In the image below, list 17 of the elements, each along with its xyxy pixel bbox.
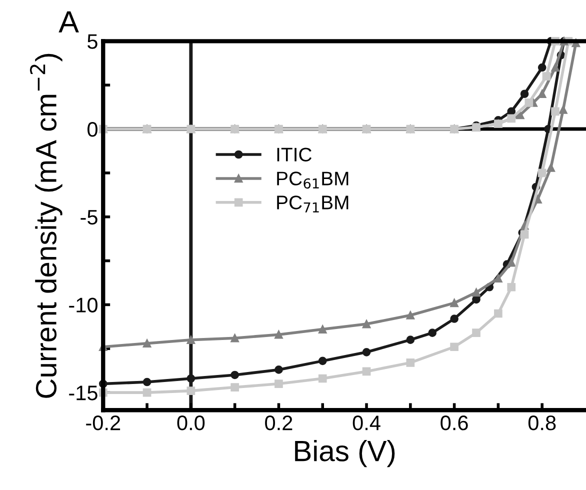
x-axis-title: Bias (V) — [295, 440, 395, 468]
x-tick-label: 0.8 — [528, 416, 556, 430]
y-tick-label: 0 — [88, 122, 98, 137]
x-tick-label: -0.2 — [86, 416, 120, 430]
x-tick-label: 0.0 — [177, 416, 205, 430]
x-tick-label: 0.4 — [352, 416, 380, 430]
legend-label: PC$_{61}$BM — [277, 172, 348, 189]
x-tick-label: 0.6 — [440, 416, 468, 430]
legend-label: PC$_{71}$BM — [277, 196, 348, 212]
legend-label: ITIC — [277, 148, 312, 162]
y-tick-label: -15 — [69, 386, 98, 400]
x-tick-label: 0.2 — [265, 416, 292, 430]
y-axis-title: Current density (mA cm$^{−2}$) — [30, 54, 62, 398]
y-tick-label: -5 — [80, 210, 98, 225]
text: A — [58, 11, 79, 32]
y-tick-label: -10 — [69, 298, 98, 312]
y-tick-label: 5 — [88, 34, 98, 49]
